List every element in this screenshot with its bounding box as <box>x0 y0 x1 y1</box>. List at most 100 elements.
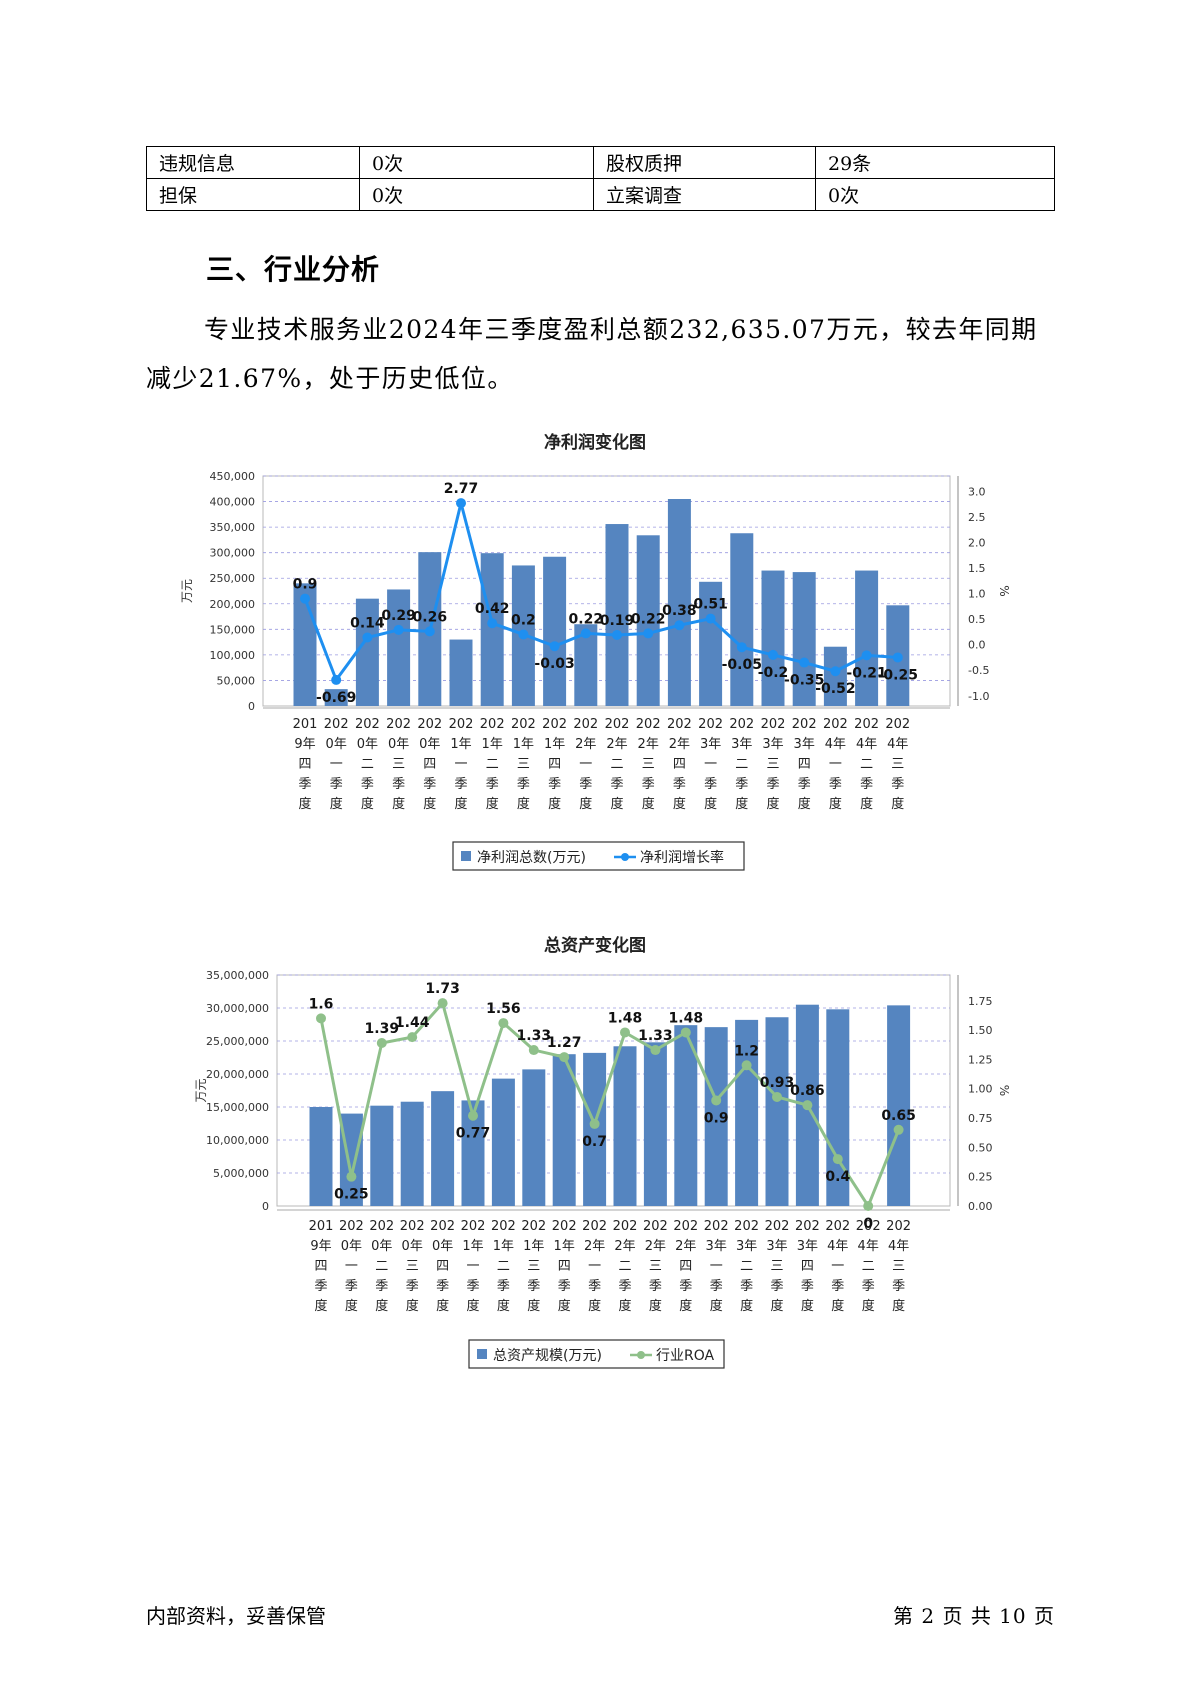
y-axis-label: 万元 <box>180 579 194 603</box>
x-tick-label: 202 1年一季度 <box>449 717 474 812</box>
legend-box <box>468 1339 725 1369</box>
x-tick-label: 202 1年四季度 <box>542 717 567 812</box>
legend-swatch-point <box>637 1351 645 1359</box>
data-point <box>346 1171 357 1182</box>
bar <box>613 1046 637 1206</box>
series-line <box>303 502 898 684</box>
data-point <box>620 1027 630 1038</box>
y2-tick-label: 0.0 <box>968 639 986 652</box>
x-tick-label: 202 3年三季度 <box>765 1219 790 1314</box>
x-tick-label: 202 0年一季度 <box>339 1219 364 1314</box>
data-label: 0.19 <box>600 613 635 629</box>
data-point <box>407 1032 418 1043</box>
data-point <box>643 628 654 639</box>
x-tick-label: 202 2年一季度 <box>582 1219 607 1314</box>
data-point <box>674 620 685 631</box>
data-label: -0.25 <box>878 667 918 683</box>
y2-tick-label: 1.75 <box>968 995 993 1008</box>
y-tick-label: 10,000,000 <box>206 1134 269 1147</box>
data-label: 1.27 <box>547 1035 582 1051</box>
data-label: 1.56 <box>486 1001 521 1017</box>
y2-tick-label: 1.25 <box>968 1053 993 1066</box>
bar <box>823 646 847 706</box>
data-point <box>650 1045 661 1056</box>
y-tick-label: 300,000 <box>210 547 256 560</box>
data-point <box>772 1091 782 1102</box>
y-tick-label: 0 <box>262 1200 269 1213</box>
bar <box>543 556 567 706</box>
data-label: 0.51 <box>693 597 728 613</box>
x-tick-label: 202 4年一季度 <box>823 717 848 812</box>
table-row: 违规信息 0次 股权质押 29条 <box>146 146 1055 179</box>
legend-box <box>452 841 745 871</box>
y2-tick-label: 1.00 <box>968 1083 993 1096</box>
data-label: 0.93 <box>760 1075 795 1091</box>
info-table: 违规信息 0次 股权质押 29条 担保 0次 立案调查 0次 <box>146 146 1055 211</box>
data-label: 0.22 <box>569 611 604 627</box>
legend-label: 净利润增长率 <box>640 849 724 866</box>
x-tick-label: 202 4年二季度 <box>854 717 879 812</box>
data-label: 1.48 <box>669 1010 704 1026</box>
data-label: 0.86 <box>790 1083 825 1099</box>
x-tick-label: 202 4年三季度 <box>886 1219 911 1314</box>
data-point <box>498 1018 509 1029</box>
table-cell-value: 0次 <box>359 178 594 211</box>
bar <box>792 572 816 706</box>
bar <box>636 535 660 706</box>
x-tick-label: 202 1年二季度 <box>480 717 505 812</box>
legend-label: 总资产规模(万元) <box>493 1348 602 1364</box>
legend-label: 净利润总数(万元) <box>477 850 586 866</box>
y-tick-label: 250,000 <box>210 572 256 585</box>
data-point <box>424 626 435 637</box>
bar <box>826 1009 850 1206</box>
table-cell-value: 0次 <box>815 178 1055 211</box>
y-tick-label: 5,000,000 <box>213 1167 269 1180</box>
y-tick-label: 30,000,000 <box>206 1002 269 1015</box>
data-point <box>437 998 448 1009</box>
table-cell-label: 担保 <box>146 178 360 211</box>
y-tick-label: 200,000 <box>210 598 256 611</box>
data-label: 1.44 <box>395 1015 430 1031</box>
data-label: 0.4 <box>825 1169 850 1185</box>
bar <box>765 1017 789 1206</box>
data-label: 0 <box>863 1216 873 1232</box>
legend-swatch-point <box>621 853 629 861</box>
data-point <box>612 629 622 640</box>
x-tick-label: 202 4年一季度 <box>825 1219 850 1314</box>
data-point <box>362 632 373 643</box>
data-label: 0.77 <box>456 1126 491 1142</box>
x-tick-label: 202 2年一季度 <box>573 717 598 812</box>
x-tick-label: 202 0年一季度 <box>324 717 349 812</box>
data-label: 0.14 <box>350 616 385 632</box>
data-point <box>736 642 747 653</box>
data-point <box>802 1100 813 1111</box>
table-cell-label: 违规信息 <box>146 146 360 179</box>
data-point <box>549 641 560 652</box>
y2-tick-label: 2.5 <box>968 511 986 524</box>
y2-tick-label: -1.0 <box>968 690 989 703</box>
data-label: 1.2 <box>734 1043 759 1059</box>
data-point <box>863 1201 874 1211</box>
data-label: 0.26 <box>413 609 448 625</box>
bar <box>522 1069 546 1206</box>
x-tick-label: 202 2年二季度 <box>613 1219 638 1314</box>
x-tick-label: 202 2年三季度 <box>643 1219 668 1314</box>
x-tick-label: 202 2年三季度 <box>636 717 661 812</box>
y-tick-label: 50,000 <box>217 674 256 687</box>
legend-swatch-bar <box>477 1349 487 1359</box>
bar <box>730 533 754 706</box>
data-point <box>768 649 778 660</box>
analysis-paragraph: 专业技术服务业2024年三季度盈利总额232,635.07万元，较去年同期减少2… <box>146 315 1038 393</box>
data-label: -0.35 <box>784 673 824 689</box>
data-label: 0.9 <box>704 1110 729 1126</box>
data-point <box>893 1124 904 1135</box>
x-tick-label: 202 2年四季度 <box>667 717 692 812</box>
footer-page-number: 第 2 页 共 10 页 <box>893 1604 1055 1628</box>
data-label: -0.21 <box>846 665 886 681</box>
bar <box>431 1091 455 1206</box>
data-label: 2.77 <box>444 481 479 497</box>
bar <box>574 624 598 706</box>
y2-tick-label: 0.50 <box>968 1141 993 1154</box>
x-tick-label: 202 1年三季度 <box>511 717 536 812</box>
data-point <box>580 628 591 639</box>
